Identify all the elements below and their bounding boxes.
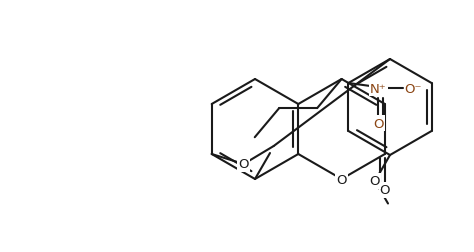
Text: O: O <box>370 175 380 188</box>
Text: O: O <box>337 173 347 186</box>
Text: O⁻: O⁻ <box>405 82 422 95</box>
Text: N⁺: N⁺ <box>370 82 387 95</box>
Text: O: O <box>238 158 249 171</box>
Text: O: O <box>380 184 390 197</box>
Text: O: O <box>373 117 383 130</box>
